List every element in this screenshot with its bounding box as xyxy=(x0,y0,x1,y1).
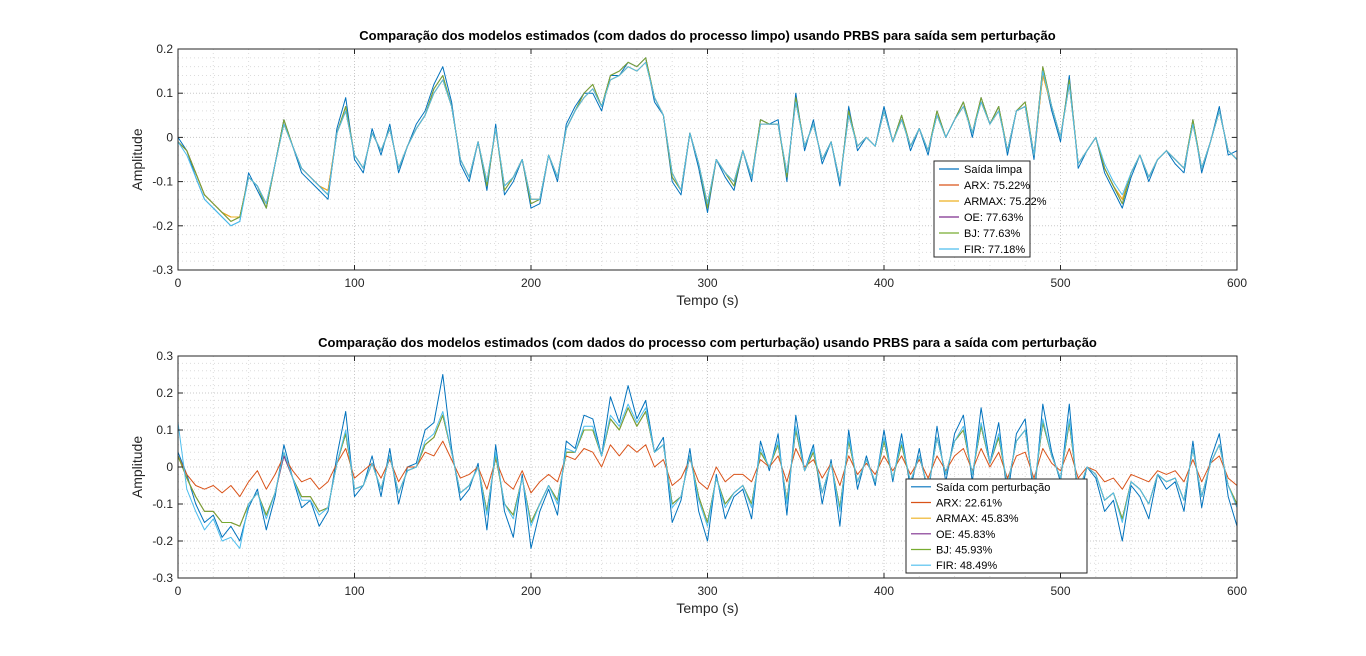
x-tick-label: 600 xyxy=(1227,584,1247,598)
legend-entry: Saída com perturbação xyxy=(936,482,1050,494)
y-axis-label: Amplitude xyxy=(129,128,145,190)
legend-box xyxy=(905,478,1088,574)
y-tick-label: 0.3 xyxy=(156,349,173,363)
series-line-6 xyxy=(178,403,1237,549)
series-group xyxy=(178,57,1237,227)
x-tick-label: 300 xyxy=(697,276,717,290)
y-tick-label: 0.1 xyxy=(156,86,173,100)
legend-entry: Saída limpa xyxy=(964,164,1023,176)
chart-panel-1: 0 100 200 300 400 500 600 -0.3 -0.2 -0.1 0 0.1 0.2 Co… xyxy=(129,28,1247,308)
y-tick-label: 0.2 xyxy=(156,386,173,400)
y-tick-label: -0.1 xyxy=(152,497,173,511)
legend-entry: OE: 77.63% xyxy=(964,212,1024,224)
y-tick-label: 0 xyxy=(166,130,173,144)
chart-panel-2: 0 100 200 300 400 500 600 -0.3 -0.2 -0.1 0 0.1 0.2 0.… xyxy=(129,335,1247,616)
series-line-6 xyxy=(178,61,1237,227)
legend: Saída limpa ARX: 75.22% ARMAX: 75.22% OE: 7… xyxy=(933,160,1047,258)
y-tick-label: -0.1 xyxy=(152,175,173,189)
y-tick-label: 0.2 xyxy=(156,42,173,56)
x-tick-label: 200 xyxy=(521,584,541,598)
legend-entry: BJ: 45.93% xyxy=(936,545,992,557)
x-tick-label: 0 xyxy=(175,584,182,598)
x-tick-label: 500 xyxy=(1050,584,1070,598)
x-tick-label: 0 xyxy=(175,276,182,290)
legend-entry: FIR: 48.49% xyxy=(936,560,997,572)
x-tick-label: 400 xyxy=(874,584,894,598)
legend-entry: FIR: 77.18% xyxy=(964,244,1025,256)
x-tick-label: 600 xyxy=(1227,276,1247,290)
legend: Saída com perturbação ARX: 22.61% ARMAX: 4… xyxy=(905,478,1088,574)
y-axis-label: Amplitude xyxy=(129,436,145,498)
x-tick-label: 100 xyxy=(344,276,364,290)
x-tick-label: 100 xyxy=(344,584,364,598)
series-group xyxy=(178,374,1237,549)
grid xyxy=(178,49,1237,270)
legend-box xyxy=(933,160,1031,258)
chart-title: Comparação dos modelos estimados (com da… xyxy=(359,28,1055,43)
legend-entry: BJ: 77.63% xyxy=(964,228,1020,240)
x-tick-label: 200 xyxy=(521,276,541,290)
legend-entry: ARMAX: 75.22% xyxy=(964,196,1047,208)
legend-entry: ARX: 22.61% xyxy=(936,498,1002,510)
legend-entry: ARMAX: 45.83% xyxy=(936,513,1019,525)
chart-title: Comparação dos modelos estimados (com da… xyxy=(318,335,1097,350)
y-tick-label: -0.2 xyxy=(152,534,173,548)
series-line-2 xyxy=(178,440,1237,498)
x-tick-label: 300 xyxy=(697,584,717,598)
series-line-1 xyxy=(178,57,1237,227)
y-tick-label: 0 xyxy=(166,460,173,474)
x-axis-label: Tempo (s) xyxy=(676,292,738,308)
y-tick-label: 0.1 xyxy=(156,423,173,437)
y-tick-label: -0.3 xyxy=(152,571,173,585)
y-tick-label: -0.2 xyxy=(152,219,173,233)
x-tick-label: 500 xyxy=(1050,276,1070,290)
legend-entry: OE: 45.83% xyxy=(936,529,996,541)
x-tick-label: 400 xyxy=(874,276,894,290)
y-tick-label: -0.3 xyxy=(152,263,173,277)
x-axis-label: Tempo (s) xyxy=(676,600,738,616)
legend-entry: ARX: 75.22% xyxy=(964,180,1030,192)
